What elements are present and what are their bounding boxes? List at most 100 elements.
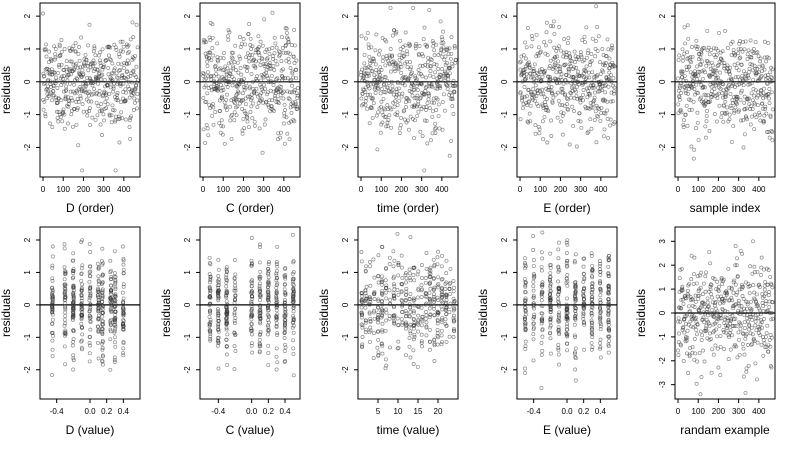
data-point bbox=[453, 58, 458, 63]
data-point bbox=[131, 108, 136, 112]
data-point bbox=[363, 36, 368, 41]
data-point bbox=[556, 279, 561, 284]
data-point bbox=[282, 329, 287, 334]
data-point bbox=[589, 325, 594, 330]
data-point bbox=[741, 83, 746, 88]
data-point bbox=[96, 316, 101, 321]
data-point bbox=[79, 292, 84, 297]
data-point bbox=[396, 292, 401, 297]
data-point bbox=[228, 60, 233, 65]
data-point bbox=[44, 54, 49, 59]
data-point bbox=[46, 94, 51, 99]
data-point bbox=[124, 90, 129, 95]
data-point bbox=[426, 91, 431, 96]
data-point bbox=[379, 122, 384, 127]
data-point bbox=[736, 330, 741, 335]
y-tick-label: -2 bbox=[341, 366, 350, 374]
data-point bbox=[287, 60, 292, 65]
data-point bbox=[266, 272, 271, 277]
data-point bbox=[548, 271, 553, 276]
data-point bbox=[270, 98, 275, 103]
data-point bbox=[542, 100, 547, 105]
data-point bbox=[366, 42, 371, 47]
data-point bbox=[745, 343, 750, 347]
y-axis-label: residuals bbox=[0, 289, 13, 337]
data-point bbox=[715, 48, 720, 53]
data-point bbox=[447, 153, 452, 158]
data-point bbox=[291, 270, 296, 275]
data-point bbox=[760, 106, 765, 111]
data-point bbox=[233, 288, 238, 293]
data-point bbox=[61, 107, 66, 112]
data-point bbox=[548, 75, 553, 80]
data-point bbox=[363, 90, 368, 94]
data-point bbox=[121, 311, 126, 316]
data-point bbox=[291, 330, 296, 335]
data-point bbox=[739, 304, 744, 309]
data-point bbox=[288, 66, 293, 70]
data-point bbox=[115, 91, 120, 95]
data-point bbox=[379, 99, 384, 104]
data-point bbox=[683, 41, 688, 46]
data-point bbox=[418, 129, 423, 134]
data-point bbox=[715, 64, 720, 68]
data-point bbox=[452, 45, 457, 50]
data-point bbox=[71, 328, 76, 333]
data-point bbox=[568, 64, 573, 68]
data-point bbox=[556, 352, 561, 357]
data-point bbox=[402, 83, 407, 88]
data-point bbox=[587, 75, 592, 80]
data-point bbox=[108, 45, 113, 50]
data-point bbox=[259, 78, 263, 83]
data-point bbox=[79, 339, 84, 344]
data-point bbox=[399, 70, 404, 75]
data-point bbox=[63, 332, 68, 337]
data-point bbox=[695, 47, 700, 51]
data-point bbox=[224, 295, 229, 300]
data-point bbox=[111, 86, 116, 91]
data-point bbox=[232, 330, 237, 335]
data-point bbox=[415, 295, 420, 300]
data-point bbox=[238, 66, 243, 70]
data-point bbox=[451, 296, 456, 301]
data-point bbox=[383, 75, 388, 80]
data-point bbox=[518, 90, 523, 95]
data-point bbox=[737, 82, 742, 87]
data-point bbox=[556, 256, 561, 261]
data-point bbox=[294, 76, 298, 81]
data-point bbox=[63, 305, 68, 310]
data-point bbox=[609, 99, 614, 104]
data-point bbox=[568, 95, 573, 100]
data-point bbox=[112, 358, 117, 363]
data-point bbox=[683, 113, 688, 117]
data-point bbox=[121, 346, 126, 351]
data-point bbox=[408, 305, 413, 310]
data-point bbox=[533, 98, 537, 103]
data-point bbox=[589, 51, 594, 56]
data-point bbox=[705, 28, 710, 33]
data-point bbox=[376, 310, 381, 315]
data-point bbox=[557, 240, 561, 245]
data-point bbox=[548, 24, 553, 28]
data-point bbox=[430, 39, 435, 44]
data-point bbox=[531, 258, 536, 263]
y-tick-label: 2 bbox=[658, 262, 667, 267]
data-point bbox=[577, 111, 582, 116]
y-tick-label: -1 bbox=[183, 333, 192, 341]
data-point bbox=[604, 60, 609, 65]
data-point bbox=[415, 88, 420, 92]
data-point bbox=[591, 101, 596, 106]
data-point bbox=[208, 84, 213, 89]
data-point bbox=[596, 85, 600, 90]
data-point bbox=[225, 66, 230, 71]
data-point bbox=[429, 64, 434, 69]
data-point bbox=[269, 73, 274, 78]
x-tick-label: 400 bbox=[117, 185, 131, 194]
data-point bbox=[250, 116, 255, 121]
data-point bbox=[43, 47, 48, 52]
data-point bbox=[397, 98, 402, 103]
data-point bbox=[423, 280, 428, 285]
data-point bbox=[404, 280, 408, 285]
data-point bbox=[439, 319, 444, 324]
